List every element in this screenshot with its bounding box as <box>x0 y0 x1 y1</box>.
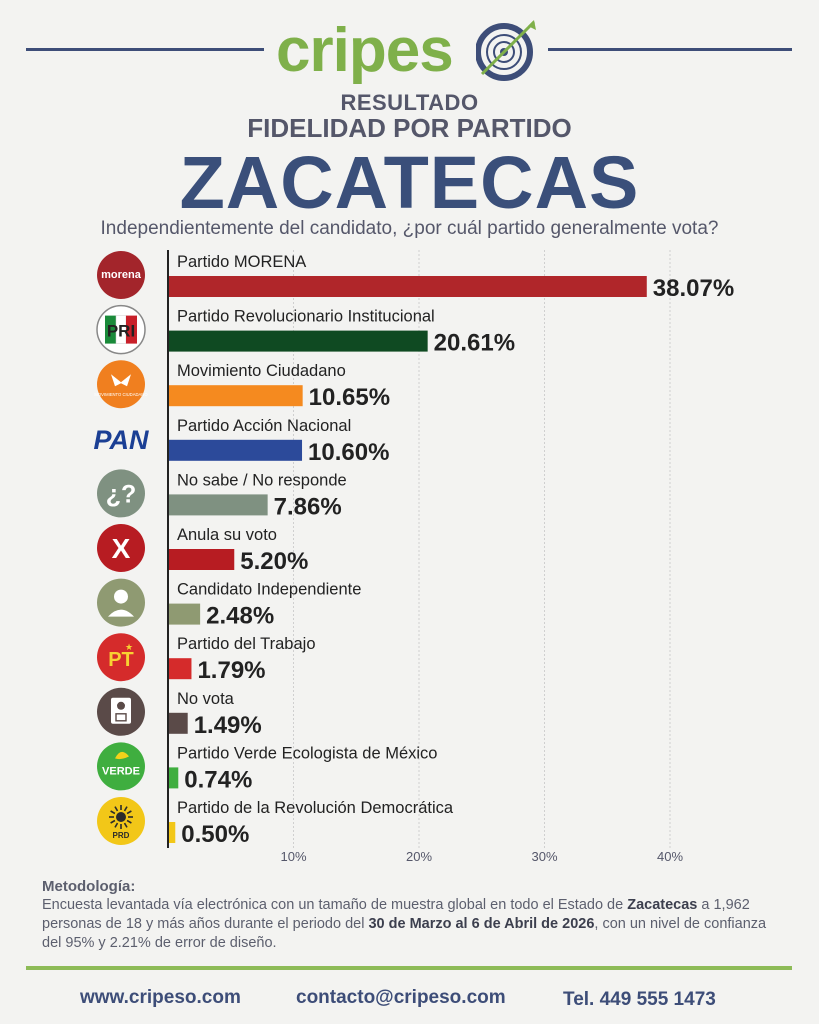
footer-divider <box>26 966 792 970</box>
bar <box>169 767 179 789</box>
bar-value-label: 0.50% <box>181 821 249 848</box>
methodology-text: Encuesta levantada vía electrónica con u… <box>42 896 787 953</box>
email-link[interactable]: contacto@cripeso.com <box>296 987 506 1008</box>
svg-text:¿?: ¿? <box>106 480 137 508</box>
bar-category-label: Partido del Trabajo <box>177 635 316 653</box>
bar-value-label: 38.07% <box>653 275 734 302</box>
bar <box>169 712 188 734</box>
bar <box>169 603 201 625</box>
bar-category-label: Partido Acción Nacional <box>177 417 351 435</box>
website-link[interactable]: www.cripeso.com <box>80 987 241 1008</box>
svg-text:morena: morena <box>101 269 142 281</box>
bar-value-label: 10.60% <box>308 439 389 466</box>
svg-text:PAN: PAN <box>93 425 149 455</box>
bar <box>169 822 176 843</box>
methodology: Metodología: Encuesta levantada vía elec… <box>42 877 787 953</box>
page-title: ZACATECAS <box>179 141 640 224</box>
pri-logo: PRI <box>96 304 146 355</box>
bar-value-label: 1.49% <box>194 712 262 739</box>
question-icon: ¿? <box>97 469 145 518</box>
svg-text:MOVIMIENTO CIUDADANO: MOVIMIENTO CIUDADANO <box>94 392 148 397</box>
logo-text-green: cripes <box>276 16 454 85</box>
bar <box>169 439 303 461</box>
methodology-title: Metodología: <box>42 878 136 895</box>
methodology-state: Zacatecas <box>627 897 698 913</box>
svg-text:PRD: PRD <box>113 831 130 840</box>
svg-text:VERDE: VERDE <box>102 765 140 777</box>
x-tick-label: 40% <box>657 849 683 864</box>
pt-logo: ★PT <box>97 633 145 682</box>
bar-category-label: Partido Verde Ecologista de México <box>177 744 437 762</box>
bar-value-label: 7.86% <box>274 493 342 520</box>
verde-logo: VERDE <box>97 742 145 791</box>
bar-category-label: Partido MORENA <box>177 253 306 271</box>
pan-logo: PAN <box>93 425 149 455</box>
bar-category-label: Partido de la Revolución Democrática <box>177 799 454 817</box>
bar-category-label: Movimiento Ciudadano <box>177 362 346 380</box>
header-rule-left <box>26 48 264 51</box>
bar-value-label: 20.61% <box>434 330 515 357</box>
svg-text:PT: PT <box>108 649 134 671</box>
morena-logo: morena <box>97 251 145 299</box>
header-rule-right <box>548 48 792 51</box>
x-tick-label: 20% <box>406 849 432 864</box>
bar-category-label: Partido Revolucionario Institucional <box>177 308 435 326</box>
svg-text:★: ★ <box>125 642 133 652</box>
bar-category-label: Anula su voto <box>177 526 277 544</box>
bar <box>169 549 235 570</box>
cripeso-logo: cripes <box>276 14 538 86</box>
result-label: RESULTADO <box>340 90 479 115</box>
bar-chart: 10% 20% 30% 40% morena Partido MORENA 38.07% PR… <box>93 250 734 864</box>
svg-text:PRI: PRI <box>107 322 135 341</box>
survey-question: Independientemente del candidato, ¿por c… <box>100 218 719 239</box>
bar-value-label: 1.79% <box>197 657 265 684</box>
bar-value-label: 2.48% <box>206 603 274 630</box>
bar <box>169 276 647 297</box>
bar <box>169 330 428 352</box>
bar-category-label: Candidato Independiente <box>177 581 361 599</box>
bar-category-label: No vota <box>177 690 235 708</box>
bar <box>169 658 192 680</box>
bar-value-label: 0.74% <box>184 766 252 793</box>
ballot-icon <box>97 687 145 736</box>
methodology-text-2: a 1,962 personas de 18 y más años durant… <box>42 897 750 932</box>
bar-value-label: 5.20% <box>240 548 308 575</box>
bar <box>169 494 268 516</box>
x-tick-label: 10% <box>280 849 306 864</box>
methodology-text-1: Encuesta levantada vía electrónica con u… <box>42 897 628 913</box>
cross-icon: X <box>97 524 145 572</box>
svg-text:X: X <box>112 533 131 564</box>
movimiento-ciudadano-logo: MOVIMIENTO CIUDADANO <box>94 360 148 409</box>
x-tick-label: 30% <box>531 849 557 864</box>
target-icon <box>476 20 536 81</box>
bar-category-label: No sabe / No responde <box>177 471 347 489</box>
bar-value-label: 10.65% <box>309 384 390 411</box>
prd-logo: PRD <box>97 797 145 845</box>
methodology-period: 30 de Marzo al 6 de Abril de 2026 <box>368 916 595 932</box>
person-icon <box>97 578 145 627</box>
phone-number: Tel. 449 555 1473 <box>563 989 716 1010</box>
methodology-text-3: , con un nivel de confianza del 95% y 2.… <box>42 916 767 951</box>
subtitle: FIDELIDAD POR PARTIDO <box>247 113 572 143</box>
bar <box>169 385 303 407</box>
